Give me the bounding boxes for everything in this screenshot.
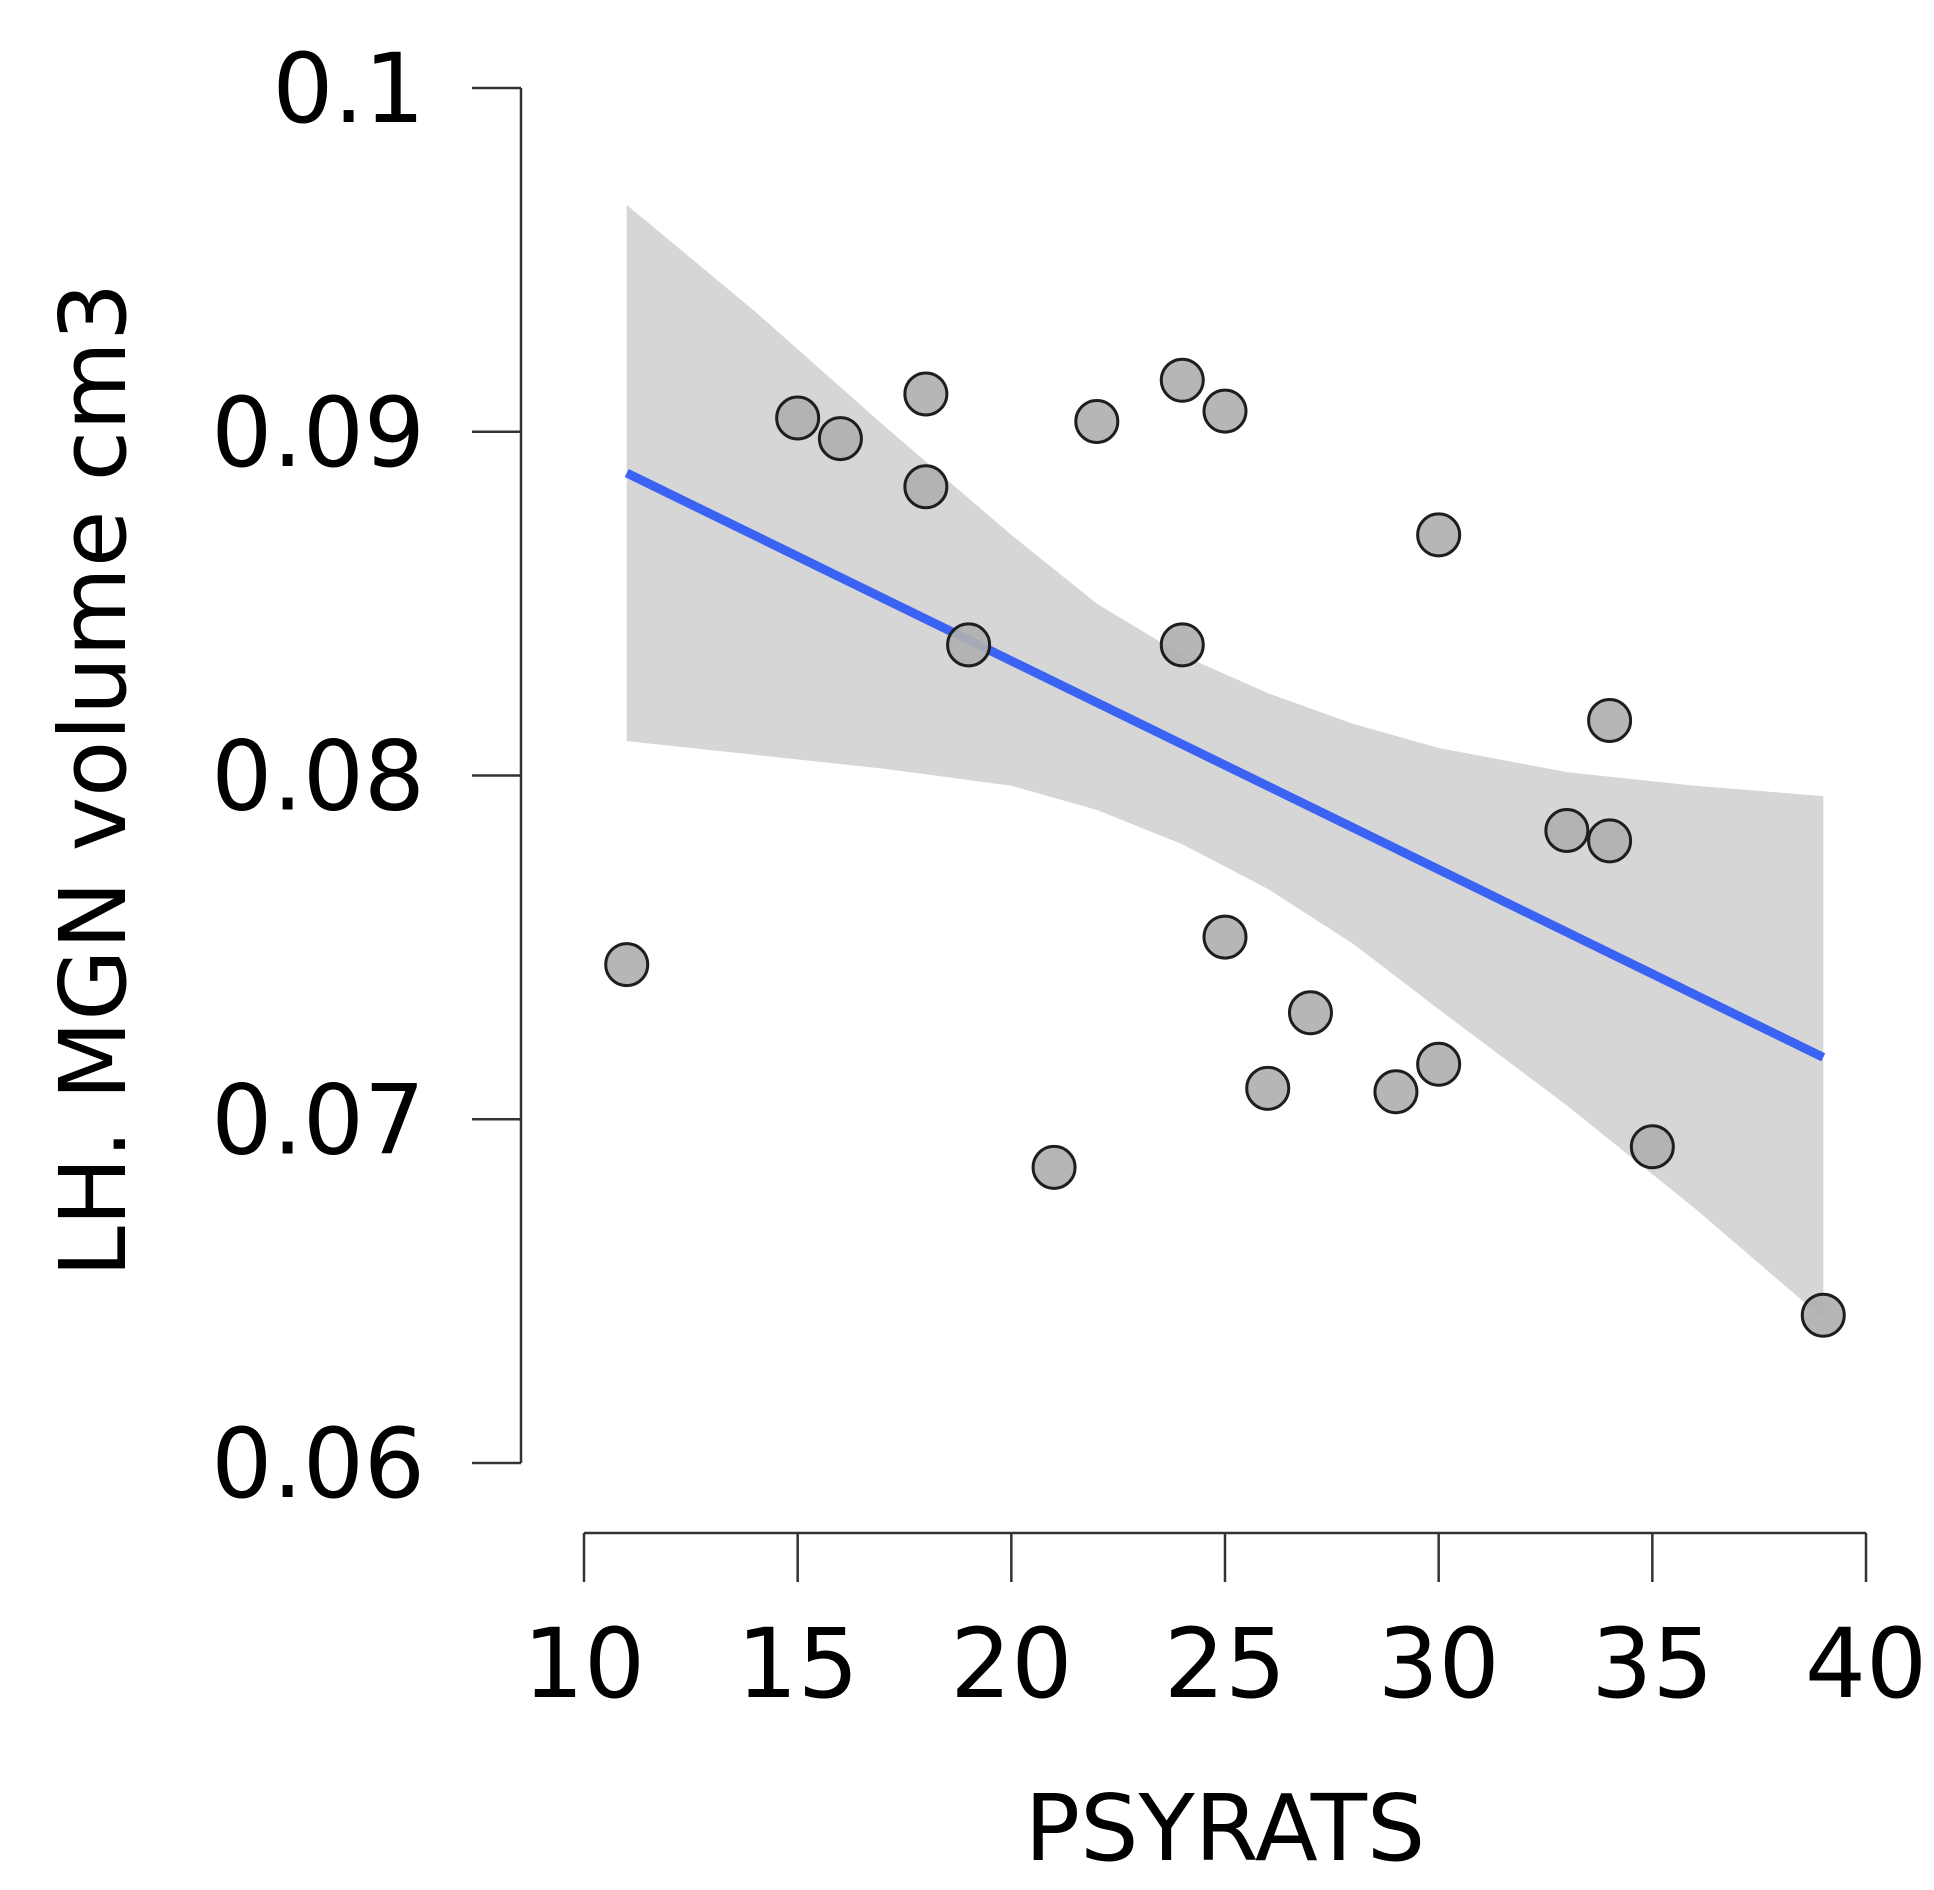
data-point — [775, 395, 821, 441]
data-point — [1159, 622, 1205, 668]
x-tick-label: 20 — [950, 1608, 1072, 1720]
data-point — [1074, 398, 1120, 444]
points-layer — [604, 357, 1846, 1338]
data-point — [1544, 808, 1590, 853]
data-point — [1159, 357, 1205, 403]
data-point — [1245, 1065, 1291, 1111]
x-axis-title: PSYRATS — [1025, 1775, 1426, 1882]
data-point — [1587, 698, 1633, 743]
x-tick-label: 30 — [1378, 1608, 1500, 1720]
data-point — [1587, 818, 1633, 864]
data-point — [1800, 1292, 1846, 1338]
data-point — [903, 371, 949, 417]
y-tick-label: 0.06 — [211, 1408, 425, 1520]
data-point — [1629, 1124, 1675, 1170]
y-axis-title: LH. MGN volume cm3 — [40, 283, 147, 1278]
y-tick-label: 0.1 — [272, 33, 425, 145]
data-point — [946, 622, 992, 668]
regression-line — [624, 468, 1826, 1062]
x-tick-label: 25 — [1164, 1608, 1286, 1720]
data-point — [1202, 914, 1248, 960]
data-point — [1287, 990, 1333, 1036]
y-tick-label: 0.09 — [211, 377, 425, 489]
data-point — [817, 416, 863, 462]
data-point — [1031, 1144, 1077, 1190]
x-tick-label: 35 — [1591, 1608, 1713, 1720]
data-point — [604, 942, 650, 988]
data-point — [1373, 1069, 1419, 1115]
y-tick-label: 0.07 — [211, 1064, 425, 1176]
x-tick-label: 15 — [737, 1608, 859, 1720]
fit-line-layer — [624, 468, 1826, 1062]
data-point — [903, 464, 949, 510]
y-tick-label: 0.08 — [211, 721, 425, 833]
x-tick-label: 10 — [523, 1608, 645, 1720]
data-point — [1416, 1041, 1462, 1087]
data-point — [1202, 388, 1248, 434]
data-point — [1416, 512, 1462, 558]
axes-layer: 0.06 0.07 0.08 0.09 0.1 10 15 20 25 30 35 40 — [211, 33, 1927, 1720]
x-tick-label: 40 — [1805, 1608, 1927, 1720]
